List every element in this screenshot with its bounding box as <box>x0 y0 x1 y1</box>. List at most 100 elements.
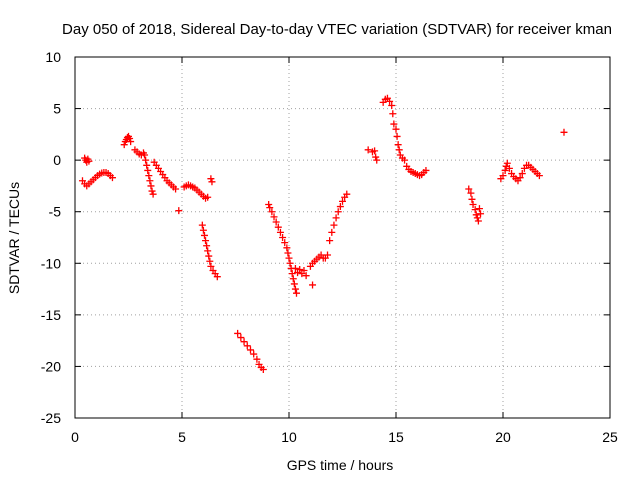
data-point <box>281 239 289 247</box>
data-point <box>85 157 93 165</box>
y-tick-label: -20 <box>41 358 61 374</box>
y-tick-label: 0 <box>53 152 61 168</box>
data-point <box>503 159 511 167</box>
data-point <box>108 174 116 182</box>
data-point <box>499 172 507 180</box>
data-point <box>198 221 206 229</box>
data-point <box>253 355 261 363</box>
data-point <box>501 166 509 174</box>
data-point <box>202 237 210 245</box>
data-point <box>291 285 299 293</box>
data-point <box>208 178 216 186</box>
data-point <box>477 210 485 218</box>
data-point <box>284 249 292 257</box>
data-point <box>213 273 221 281</box>
data-point <box>324 251 332 259</box>
data-point <box>364 146 372 154</box>
x-tick-label: 15 <box>388 429 404 445</box>
x-tick-label: 0 <box>71 429 79 445</box>
data-point <box>274 223 282 231</box>
data-point <box>144 166 152 174</box>
data-point <box>234 329 242 337</box>
data-point <box>332 214 340 222</box>
data-point <box>149 190 157 198</box>
x-axis-title: GPS time / hours <box>287 457 394 473</box>
data-point <box>127 138 135 146</box>
data-point <box>289 275 297 283</box>
data-point <box>237 334 245 342</box>
data-point <box>143 161 151 169</box>
axis-ticks: 0 5 10 15 20 25 10 5 0 -5 -10 -15 -20 -25 <box>41 49 618 445</box>
data-point <box>203 242 211 250</box>
data-point <box>290 280 298 288</box>
data-point <box>246 346 254 354</box>
y-tick-label: -25 <box>41 410 61 426</box>
data-point <box>392 125 400 133</box>
y-axis-title: SDTVAR / TECUs <box>6 182 22 294</box>
data-point <box>259 366 267 374</box>
data-point <box>286 259 294 267</box>
y-tick-label: 5 <box>53 101 61 117</box>
data-point <box>372 153 380 161</box>
data-point <box>469 200 477 208</box>
data-point <box>472 211 480 219</box>
data-point <box>389 110 397 118</box>
data-point <box>339 197 346 205</box>
data-point <box>240 338 248 346</box>
data-point <box>388 101 396 109</box>
data-point <box>422 166 430 174</box>
data-point <box>148 187 156 195</box>
data-point <box>206 257 214 265</box>
data-point <box>296 265 304 273</box>
plot-frame <box>74 56 611 419</box>
data-point <box>560 128 568 136</box>
data-point <box>471 206 479 214</box>
data-point <box>473 214 481 222</box>
data-point <box>334 208 342 216</box>
data-point <box>204 247 212 255</box>
data-point <box>401 156 409 164</box>
data-point <box>200 231 208 239</box>
data-point <box>291 264 299 272</box>
data-point <box>390 120 398 128</box>
data-point <box>300 267 308 275</box>
x-tick-label: 5 <box>178 429 186 445</box>
data-point <box>266 204 274 212</box>
data-point <box>516 174 524 182</box>
x-tick-label: 20 <box>495 429 511 445</box>
data-point <box>292 289 300 297</box>
data-point <box>505 164 513 172</box>
x-tick-label: 25 <box>602 429 618 445</box>
data-point <box>328 228 336 236</box>
y-tick-label: -10 <box>41 255 61 271</box>
data-point <box>336 203 344 211</box>
data-point <box>145 172 153 180</box>
data-point <box>283 244 291 252</box>
data-point <box>172 185 180 193</box>
data-point <box>465 185 473 193</box>
chart-title: Day 050 of 2018, Sidereal Day-to-day VTE… <box>62 21 612 38</box>
data-point <box>207 262 215 270</box>
data-point <box>288 270 296 278</box>
y-tick-label: -5 <box>49 204 62 220</box>
data-point <box>268 208 276 216</box>
data-point <box>207 175 215 183</box>
data-point <box>475 205 483 213</box>
data-point <box>205 252 213 260</box>
data-point <box>474 217 482 225</box>
data-point <box>518 170 526 178</box>
data-point <box>204 193 212 201</box>
data-point <box>142 156 150 164</box>
data-point <box>285 254 293 262</box>
data-point <box>276 228 284 236</box>
data-point <box>326 237 334 245</box>
data-point <box>371 147 379 155</box>
data-point <box>146 177 154 185</box>
data-point <box>330 221 338 229</box>
data-point <box>468 195 476 203</box>
data-point <box>272 218 280 226</box>
data-point <box>395 146 403 154</box>
data-point <box>250 350 258 358</box>
data-point <box>309 281 317 289</box>
